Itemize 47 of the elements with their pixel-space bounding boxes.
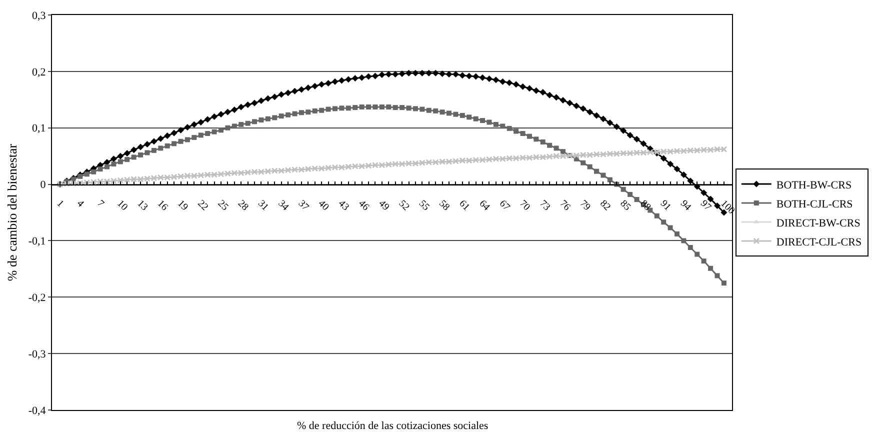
x-tick-label: 73 [537,198,552,214]
x-tick-label: 16 [154,198,170,214]
x-tick-label: 55 [416,198,432,214]
x-tick-label: 37 [296,198,311,214]
x-tick-label: 97 [698,198,714,214]
x-tick-label: 70 [517,198,532,214]
x-tick-label: 94 [678,198,693,214]
y-tick-label: -0,3 [28,348,46,360]
x-tick-label: 31 [256,198,270,214]
y-tick-label: 0,1 [32,122,46,135]
x-tick-label: 76 [557,198,572,214]
y-axis-title: % de cambio del bienestar [4,143,20,282]
x-tick-label: 52 [396,198,412,214]
x-tick-label: 19 [175,198,190,214]
x-tick-label: 67 [496,198,512,214]
y-tick-label: -0,1 [28,236,46,248]
x-tick-label: 10 [114,198,130,214]
x-tick-label: 82 [598,198,612,214]
y-tick-label: -0,2 [28,292,46,304]
x-tick-label: 49 [376,198,392,214]
y-tick-label: 0,3 [32,10,46,22]
x-tick-label: 25 [215,198,230,214]
x-axis-title: % de reducción de las cotizaciones sociales [297,420,488,432]
legend-label: BOTH-BW-CRS [776,179,852,192]
x-tick-label: 40 [316,198,331,214]
x-tick-label: 13 [134,198,150,214]
x-tick-label: 58 [436,198,452,214]
x-tick-label: 64 [476,198,492,214]
x-tick-label: 22 [195,198,210,214]
legend-label: BOTH-CJL-CRS [776,198,853,210]
y-tick-label: 0 [40,179,46,192]
legend-label: DIRECT-BW-CRS [776,217,860,230]
x-tick-label: 43 [336,198,351,214]
x-tick-label: 91 [658,198,673,214]
x-tick-label: 61 [456,198,472,214]
x-tick-label: 1 [54,198,66,210]
x-tick-label: 46 [356,198,372,214]
x-tick-label: 7 [94,198,106,210]
x-tick-label: 85 [618,198,633,214]
y-tick-label: -0,4 [28,404,46,417]
x-tick-label: 79 [577,198,592,214]
x-tick-label: 88 [638,198,653,214]
legend-label: DIRECT-CJL-CRS [776,236,862,248]
x-tick-label: 34 [276,198,291,214]
y-tick-label: 0,2 [32,66,46,78]
x-tick-label: 28 [235,198,250,214]
x-tick-label: 4 [74,198,86,210]
